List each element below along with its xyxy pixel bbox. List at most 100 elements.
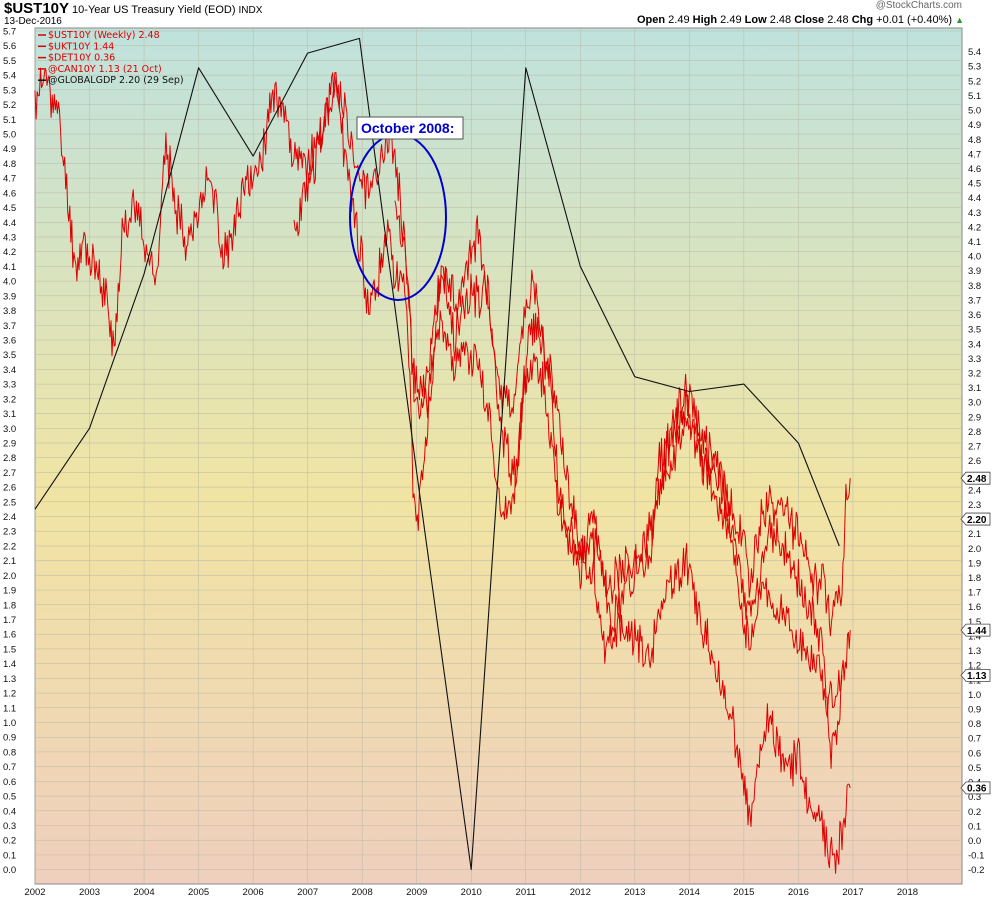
y-tick-left: 0.5 bbox=[3, 792, 16, 803]
close-value: 2.48 bbox=[827, 14, 849, 26]
y-tick-left: 1.7 bbox=[3, 615, 16, 626]
y-tick-left: 5.1 bbox=[3, 115, 16, 126]
y-tick-left: 1.1 bbox=[3, 703, 16, 714]
y-tick-right: 4.1 bbox=[968, 237, 981, 248]
y-tick-right: 4.4 bbox=[968, 193, 981, 204]
y-tick-left: 0.2 bbox=[3, 836, 16, 847]
y-tick-right: -0.2 bbox=[968, 865, 984, 876]
x-tick: 2005 bbox=[188, 887, 209, 898]
y-tick-left: 2.5 bbox=[3, 497, 16, 508]
y-tick-right: 0.8 bbox=[968, 719, 981, 730]
x-tick: 2017 bbox=[842, 887, 863, 898]
y-tick-left: 0.0 bbox=[3, 865, 16, 876]
y-tick-right: 4.3 bbox=[968, 208, 981, 219]
stockcharts-watermark: @StockCharts.com bbox=[875, 0, 962, 11]
y-tick-right: 4.5 bbox=[968, 179, 981, 190]
y-tick-right: 3.7 bbox=[968, 295, 981, 306]
y-tick-left: 3.9 bbox=[3, 291, 16, 302]
y-tick-right: 4.0 bbox=[968, 252, 981, 263]
y-tick-left: 3.7 bbox=[3, 321, 16, 332]
y-tick-right: 4.9 bbox=[968, 120, 981, 131]
y-tick-left: 0.7 bbox=[3, 762, 16, 773]
y-tick-left: 4.0 bbox=[3, 277, 16, 288]
y-tick-right: -0.1 bbox=[968, 851, 984, 862]
y-tick-right: 0.9 bbox=[968, 705, 981, 716]
chart-date: 13-Dec-2016 bbox=[4, 16, 62, 27]
y-tick-right: 2.1 bbox=[968, 529, 981, 540]
y-tick-right: 2.0 bbox=[968, 544, 981, 555]
series-line-4 bbox=[34, 37, 840, 871]
y-tick-left: 0.4 bbox=[3, 806, 16, 817]
chart-header: $UST10Y 10-Year US Treasury Yield (EOD) IN… bbox=[4, 0, 262, 18]
y-tick-left: 5.6 bbox=[3, 41, 16, 52]
x-tick: 2003 bbox=[79, 887, 100, 898]
y-tick-right: 2.9 bbox=[968, 412, 981, 423]
legend-entry: @CAN10Y 1.13 (21 Oct) bbox=[48, 64, 162, 75]
legend: $UST10Y (Weekly) 2.48$UKT10Y 1.44$DET10Y… bbox=[38, 30, 184, 86]
y-tick-right: 0.6 bbox=[968, 748, 981, 759]
y-tick-left: 5.0 bbox=[3, 129, 16, 140]
quote-bar: Open 2.49 High 2.49 Low 2.48 Close 2.48 … bbox=[637, 14, 964, 26]
y-tick-right: 3.9 bbox=[968, 266, 981, 277]
y-tick-left: 3.1 bbox=[3, 409, 16, 420]
low-label: Low bbox=[744, 14, 767, 26]
y-tick-right: 5.3 bbox=[968, 62, 981, 73]
y-tick-right: 3.0 bbox=[968, 398, 981, 409]
plot-background bbox=[34, 27, 963, 885]
y-tick-right: 2.4 bbox=[968, 485, 981, 496]
chart-description: 10-Year US Treasury Yield (EOD) bbox=[72, 4, 236, 16]
y-tick-right: 5.0 bbox=[968, 106, 981, 117]
y-tick-right: 2.7 bbox=[968, 442, 981, 453]
y-tick-right: 4.7 bbox=[968, 149, 981, 160]
y-tick-left: 4.4 bbox=[3, 218, 16, 229]
y-tick-right: 0.7 bbox=[968, 734, 981, 745]
x-tick: 2004 bbox=[133, 887, 154, 898]
y-tick-right: 0.5 bbox=[968, 763, 981, 774]
y-tick-left: 4.7 bbox=[3, 174, 16, 185]
high-label: High bbox=[692, 14, 718, 26]
y-tick-left: 3.2 bbox=[3, 394, 16, 405]
low-value: 2.48 bbox=[769, 14, 792, 26]
y-tick-left: 2.9 bbox=[3, 438, 16, 449]
open-label: Open bbox=[636, 14, 666, 26]
end-label-text: 1.13 bbox=[967, 671, 987, 682]
y-tick-right: 2.3 bbox=[968, 500, 981, 511]
y-tick-left: 3.8 bbox=[3, 306, 16, 317]
x-tick: 2011 bbox=[516, 887, 536, 898]
y-tick-left: 4.8 bbox=[3, 159, 16, 170]
x-tick: 2006 bbox=[243, 887, 264, 898]
y-tick-right: 1.2 bbox=[968, 661, 981, 672]
annotation: October 2008: bbox=[349, 116, 464, 301]
y-tick-left: 1.4 bbox=[3, 659, 16, 670]
y-tick-left: 4.5 bbox=[3, 203, 16, 214]
y-tick-right: 0.1 bbox=[968, 821, 981, 832]
grid bbox=[34, 28, 962, 884]
y-tick-right: 3.1 bbox=[968, 383, 981, 394]
y-tick-right: 3.3 bbox=[968, 354, 981, 365]
y-tick-left: 4.9 bbox=[3, 144, 16, 155]
y-tick-left: 4.1 bbox=[3, 262, 16, 273]
x-axis: 2002 2003 2004 2005 2006 2007 2008 2009 2010 2011… bbox=[24, 887, 918, 898]
y-tick-right: 1.3 bbox=[968, 646, 981, 657]
chg-value: +0.01 (+0.40%) bbox=[876, 14, 953, 26]
x-tick: 2018 bbox=[897, 887, 918, 898]
y-tick-right: 3.6 bbox=[968, 310, 981, 321]
end-label-text: 2.48 bbox=[967, 474, 987, 485]
end-label-text: 0.36 bbox=[967, 784, 987, 795]
y-tick-right: 5.1 bbox=[968, 91, 981, 102]
y-tick-right: 4.2 bbox=[968, 222, 981, 233]
y-tick-right: 1.0 bbox=[968, 690, 981, 701]
legend-entry: @GLOBALGDP 2.20 (29 Sep) bbox=[48, 75, 184, 86]
open-value: 2.49 bbox=[668, 14, 690, 26]
series bbox=[34, 37, 851, 874]
y-tick-right: 0.3 bbox=[968, 792, 981, 803]
y-tick-right: 5.2 bbox=[968, 76, 981, 87]
x-tick: 2008 bbox=[352, 887, 373, 898]
end-label-box bbox=[960, 512, 991, 526]
x-tick: 2012 bbox=[570, 887, 591, 898]
y-tick-left: 0.1 bbox=[3, 850, 16, 861]
y-tick-right: 5.4 bbox=[968, 47, 981, 58]
y-tick-right: 3.8 bbox=[968, 281, 981, 292]
y-tick-left: 1.9 bbox=[3, 586, 16, 597]
high-value: 2.49 bbox=[720, 14, 742, 26]
